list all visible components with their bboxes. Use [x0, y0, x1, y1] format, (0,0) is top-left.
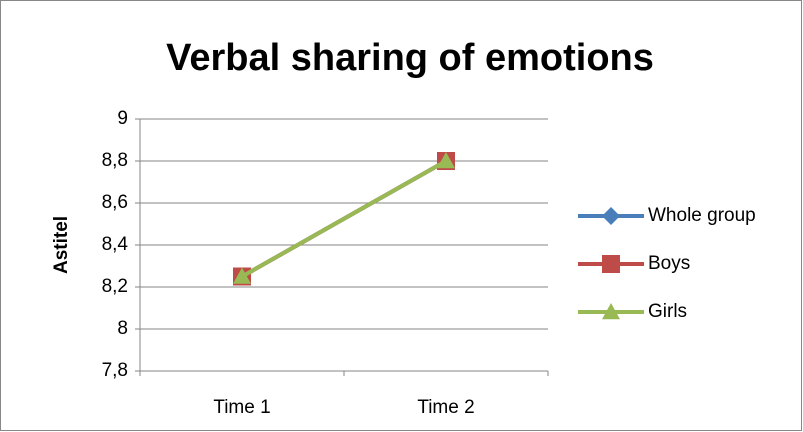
legend-label: Whole group: [648, 205, 756, 226]
legend-label: Boys: [648, 253, 690, 274]
marker: [602, 303, 620, 320]
marker: [437, 152, 455, 169]
y-tick-label: 8,2: [102, 276, 128, 297]
legend-label: Girls: [648, 301, 687, 322]
x-tick-label: Time 1: [213, 397, 270, 418]
x-tick-label: Time 2: [417, 397, 474, 418]
y-tick-label: 8,8: [102, 150, 128, 171]
y-tick-label: 8: [117, 318, 128, 339]
marker: [602, 255, 620, 273]
marker: [233, 267, 251, 284]
y-tick-label: 8,4: [102, 234, 129, 255]
y-tick-label: 7,8: [102, 360, 128, 381]
y-axis-label: Astitel: [51, 216, 72, 274]
y-tick-label: 8,6: [102, 192, 128, 213]
series-line: [241, 159, 447, 279]
y-tick-label: 9: [117, 108, 128, 129]
chart-title: Verbal sharing of emotions: [166, 37, 654, 79]
marker: [602, 207, 620, 225]
